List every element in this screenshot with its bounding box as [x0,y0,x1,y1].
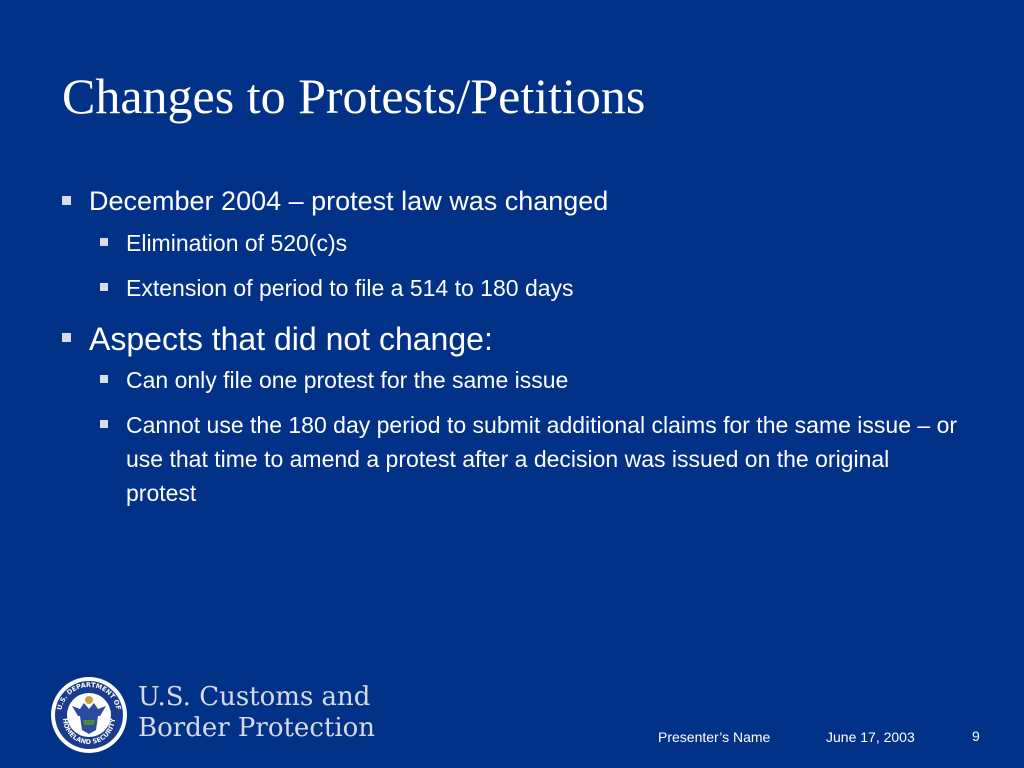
bullet-square-icon [100,420,108,428]
bullet-square-icon [100,283,108,291]
bullet-square-icon [62,196,71,205]
sub-bullet-item: Cannot use the 180 day period to submit … [100,408,962,510]
sub-bullet-text: Elimination of 520(c)s [126,230,348,256]
dhs-seal-icon: U.S. DEPARTMENT OF HOMELAND SECURITY [51,677,127,753]
sub-bullet-text: Can only file one protest for the same i… [126,367,569,393]
sub-bullet-text: Cannot use the 180 day period to submit … [126,412,958,506]
bullet-text: December 2004 – protest law was changed [89,186,609,216]
sub-bullet-text: Extension of period to file a 514 to 180… [126,275,574,301]
sub-bullet-item: Elimination of 520(c)s [100,226,962,260]
bullet-item: Aspects that did not change: [62,319,962,359]
page-number: 9 [972,728,980,744]
slide-title: Changes to Protests/Petitions [62,68,646,124]
bullet-list: December 2004 – protest law was changed … [62,184,962,521]
agency-line-1: U.S. Customs and [138,682,371,712]
slide-date: June 17, 2003 [826,729,915,745]
agency-line-2: Border Protection [138,713,376,743]
bullet-square-icon [100,238,108,246]
bullet-square-icon [62,333,71,342]
sub-bullet-item: Can only file one protest for the same i… [100,363,962,397]
sub-bullet-item: Extension of period to file a 514 to 180… [100,271,962,305]
bullet-square-icon [100,375,108,383]
agency-name: U.S. Customs and Border Protection [138,682,375,744]
presenter-name: Presenter’s Name [658,729,771,745]
bullet-text: Aspects that did not change: [89,321,493,357]
bullet-item: December 2004 – protest law was changed [62,184,962,218]
